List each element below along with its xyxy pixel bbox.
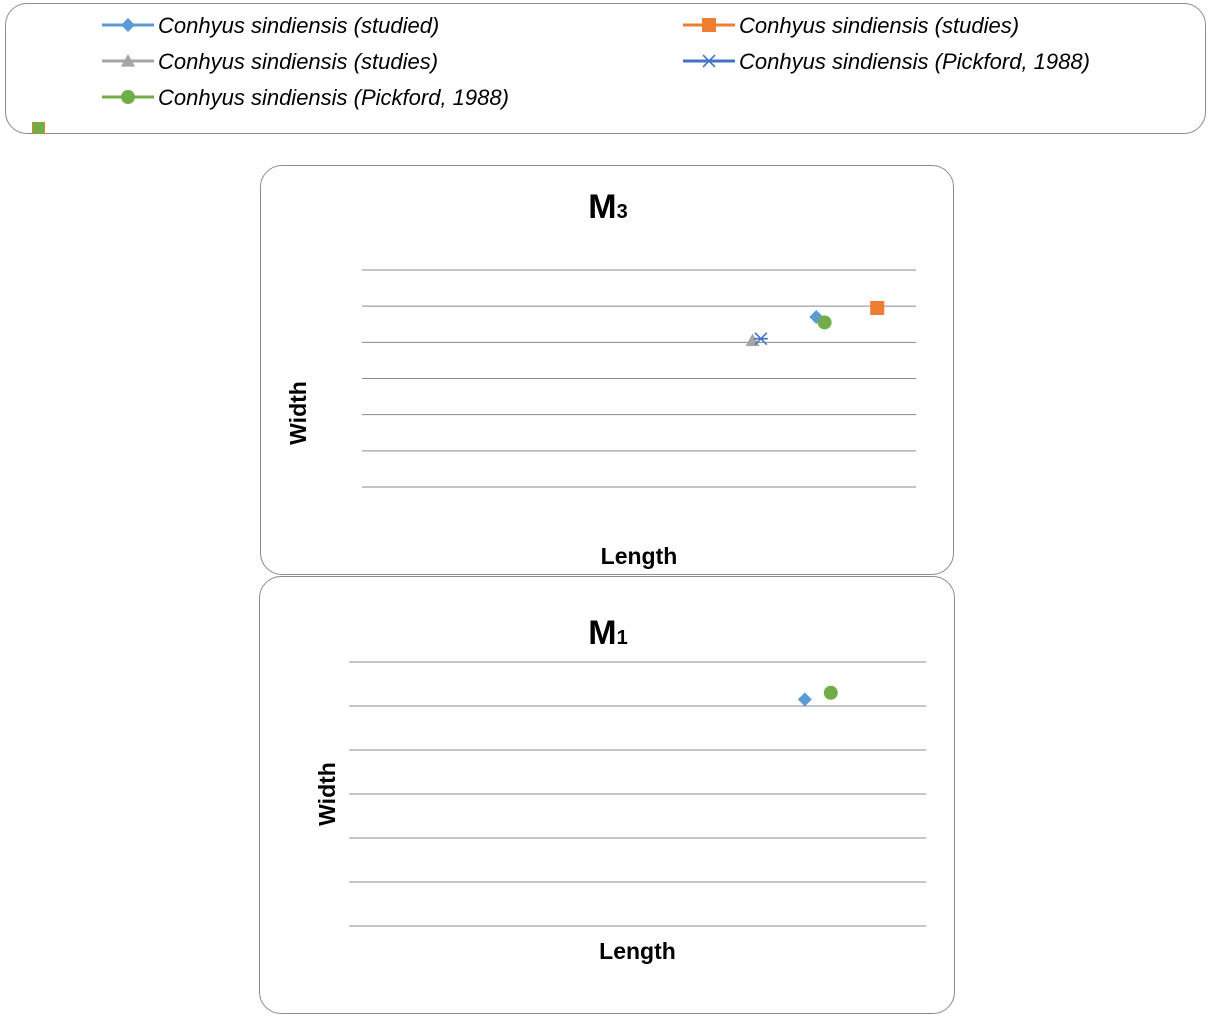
legend-label: Conhyus sindiensis (studies) [158, 49, 438, 74]
legend-marker-square [702, 18, 716, 32]
legend-item: Conhyus sindiensis (studies) [683, 13, 1019, 38]
legend-marker-circle [121, 90, 135, 104]
series-square [870, 300, 885, 315]
chart-title-subscript: 1 [617, 627, 628, 649]
y-axis-label: Width [285, 381, 311, 445]
legend-label: Conhyus sindiensis (Pickford, 1988) [739, 49, 1090, 74]
gridlines [349, 661, 926, 927]
series-diamond [797, 692, 812, 707]
legend-box: Conhyus sindiensis (studied) Conhyus sind… [5, 3, 1206, 134]
chart-title-subscript: 3 [617, 201, 628, 223]
legend-marker-star [702, 54, 716, 68]
chart-panel-m1: M1 Length Width [259, 576, 955, 1014]
data-point-diamond [797, 692, 812, 707]
legend-label: Conhyus sindiensis (studied) [158, 13, 439, 38]
legend-item: Conhyus sindiensis (Pickford, 1988) [102, 85, 509, 110]
legend-marker-triangle [121, 54, 135, 67]
data-point-circle [817, 315, 832, 330]
legend-item: Conhyus sindiensis (studied) [102, 13, 439, 38]
legend-item: Conhyus sindiensis (studies) [102, 49, 438, 74]
legend-label: Conhyus sindiensis (studies) [739, 13, 1019, 38]
chart-title-main: M [588, 188, 616, 226]
legend-item: Conhyus sindiensis (Pickford, 1988) [683, 49, 1090, 74]
series-circle [817, 315, 832, 330]
chart-title: M3 [588, 188, 627, 226]
gridlines [362, 269, 916, 488]
series-star [753, 332, 768, 346]
chart-title: M1 [588, 614, 627, 652]
legend-marker-diamond [121, 18, 135, 32]
chart-panel-m3: M3 Length Width [260, 165, 954, 575]
data-point-square [870, 300, 885, 315]
x-axis-label: Length [601, 543, 678, 569]
data-point-circle [823, 685, 838, 700]
scatter-chart-m3: M3 Length Width [285, 188, 916, 569]
data-point-star [753, 332, 768, 346]
x-axis-label: Length [599, 938, 676, 964]
chart-title-main: M [588, 614, 616, 652]
series-circle [823, 685, 838, 700]
legend-corner-marker [31, 122, 46, 134]
legend-label: Conhyus sindiensis (Pickford, 1988) [158, 85, 509, 110]
scatter-chart-m1: M1 Length Width [314, 614, 926, 964]
legend: Conhyus sindiensis (studied) Conhyus sind… [102, 13, 1090, 110]
y-axis-label: Width [314, 762, 340, 826]
